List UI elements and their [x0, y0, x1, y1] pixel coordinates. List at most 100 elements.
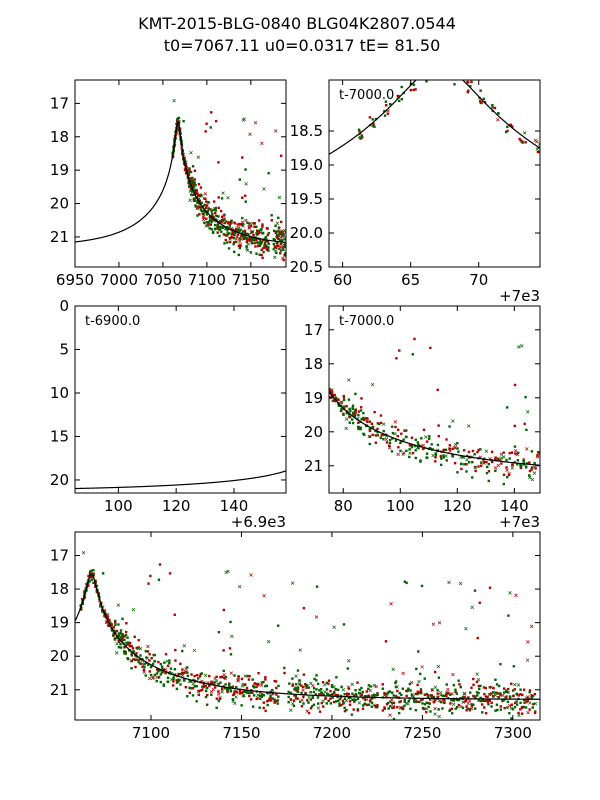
data-point [336, 699, 340, 703]
data-point [147, 663, 150, 667]
data-point [229, 653, 233, 656]
data-point [374, 429, 377, 433]
data-point [371, 433, 374, 437]
data-point [499, 662, 502, 666]
data-point [114, 651, 119, 655]
data-point [493, 466, 498, 470]
data-point [235, 229, 239, 233]
data-point [332, 685, 336, 689]
data-point [322, 693, 325, 696]
data-point [271, 688, 274, 692]
data-point [456, 441, 459, 445]
data-point [368, 420, 372, 423]
data-point [219, 676, 222, 679]
data-point [262, 187, 266, 191]
data-point [396, 428, 400, 431]
data-point [390, 425, 394, 428]
data-point [239, 244, 242, 248]
figure-title-line2: t0=7067.11 u0=0.0317 tE= 81.50 [164, 36, 441, 55]
data-point [239, 237, 244, 241]
data-point [258, 706, 261, 709]
data-point [430, 696, 433, 699]
data-point [410, 444, 414, 447]
data-point [204, 197, 207, 200]
panel-peak-zoom: 60 65 70 18.5 19.0 19.5 20.0 20.5 t-7000.0 +7e3 [290, 79, 541, 305]
data-point [531, 694, 535, 698]
data-point [357, 427, 360, 431]
data-point [423, 707, 426, 711]
data-point [282, 258, 285, 262]
data-point [381, 709, 385, 712]
data-point [476, 677, 481, 682]
data-point [214, 119, 218, 123]
data-point [383, 110, 386, 113]
data-point [114, 630, 117, 633]
data-point [90, 569, 93, 572]
data-point [449, 702, 452, 705]
data-point [246, 242, 250, 246]
data-point [330, 388, 334, 392]
data-point [506, 687, 510, 691]
data-point [220, 675, 224, 679]
data-point [210, 220, 213, 223]
data-point [370, 705, 373, 708]
data-point [198, 213, 201, 216]
data-point [199, 186, 203, 189]
data-point [409, 88, 413, 92]
data-point [371, 118, 374, 121]
data-point [515, 692, 518, 696]
axis-offset-label: +7e3 [499, 513, 540, 531]
data-point [354, 688, 357, 692]
data-point [205, 217, 208, 220]
data-point [361, 696, 365, 700]
data-point [466, 701, 470, 706]
data-point [266, 227, 269, 230]
data-point [281, 246, 284, 249]
data-point [519, 688, 522, 691]
data-point [510, 703, 513, 706]
data-point [181, 671, 184, 674]
data-point [85, 582, 88, 586]
data-point [283, 666, 286, 670]
data-point [227, 232, 231, 235]
data-point [433, 670, 437, 674]
data-point [205, 200, 208, 203]
data-point [150, 656, 153, 660]
data-point [469, 706, 474, 711]
data-point [464, 699, 468, 702]
data-point [480, 461, 483, 464]
data-point [199, 689, 202, 692]
data-point [232, 250, 236, 254]
data-point [344, 426, 348, 431]
data-point [483, 460, 486, 464]
data-point [456, 447, 459, 450]
data-point [277, 695, 280, 698]
data-point [211, 212, 214, 216]
data-point [505, 695, 508, 698]
data-point [144, 650, 148, 653]
data-point [135, 655, 138, 658]
panel-full-season: 7100 7150 7200 7250 7300 17 18 19 20 21 [50, 531, 541, 742]
data-point [331, 696, 334, 699]
data-point [237, 675, 240, 678]
data-point [466, 454, 469, 458]
data-point [334, 693, 337, 697]
data-point [117, 623, 120, 626]
data-point [448, 709, 451, 712]
data-point [191, 176, 194, 180]
data-point [179, 662, 182, 665]
data-point [347, 696, 351, 700]
data-point [277, 226, 281, 229]
data-point [358, 136, 361, 139]
data-point [166, 676, 170, 680]
data-point [217, 215, 220, 218]
data-point [437, 708, 440, 711]
data-point [422, 707, 425, 710]
data-point [181, 649, 184, 653]
data-point [275, 246, 278, 250]
data-point [219, 227, 222, 230]
data-point [184, 164, 188, 167]
data-point [535, 453, 540, 458]
data-point [362, 416, 365, 420]
data-point [101, 610, 104, 613]
